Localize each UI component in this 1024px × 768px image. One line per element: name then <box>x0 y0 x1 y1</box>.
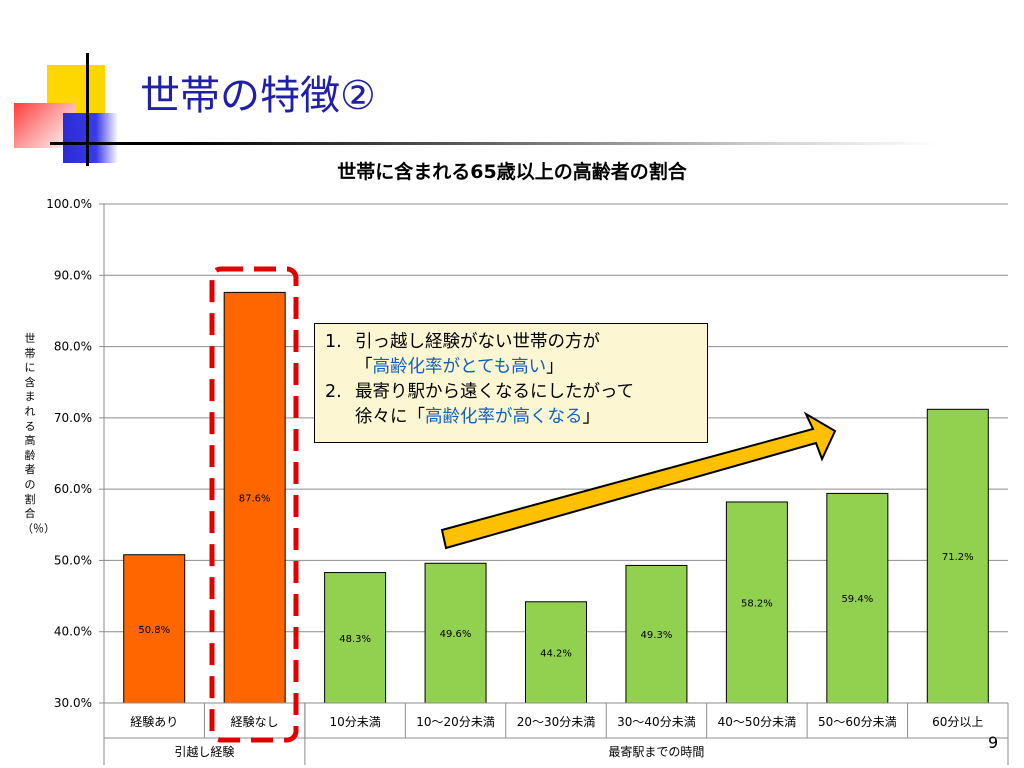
bar <box>725 501 788 704</box>
slide-title: 世帯の特徴② <box>140 73 376 119</box>
x-tick-label: 10分未満 <box>329 715 380 729</box>
y-tick-label: 70.0% <box>54 411 92 425</box>
data-label: 58.2% <box>741 598 773 609</box>
group-label: 引越し経験 <box>174 744 234 759</box>
data-label: 50.8% <box>138 625 170 636</box>
bar <box>525 601 587 704</box>
y-tick-label: 50.0% <box>54 553 92 567</box>
callout-item-2-number: 2. <box>325 382 342 402</box>
data-label: 87.6% <box>239 494 271 505</box>
x-tick-label: 40～50分未満 <box>718 715 797 729</box>
bar <box>625 564 688 704</box>
data-label: 59.4% <box>841 594 873 605</box>
callout-item-1-suffix: 」 <box>546 357 564 377</box>
callout-item-1-prefix: 「 <box>355 357 373 377</box>
y-tick-label: 90.0% <box>54 268 92 282</box>
deco-horizontal-rule <box>50 142 940 145</box>
callout-item-2-prefix: 徐々に「 <box>355 407 425 427</box>
y-tick-label: 30.0% <box>54 696 92 710</box>
page-number: 9 <box>988 733 999 752</box>
callout-item-2-highlight: 高齢化率が高くなる <box>425 407 583 427</box>
y-tick-label: 100.0% <box>46 197 92 211</box>
x-tick-label: 経験あり <box>130 714 178 729</box>
callout-item-1-highlight: 高齢化率がとても高い <box>372 357 547 377</box>
x-tick-label: 30～40分未満 <box>617 715 696 729</box>
bar <box>123 554 186 704</box>
trend-arrow <box>440 411 837 550</box>
bar <box>926 408 989 704</box>
x-tick-label: 60分以上 <box>932 715 983 729</box>
highlight-box <box>209 266 299 743</box>
deco-vertical-rule <box>86 53 89 166</box>
bar <box>826 492 889 704</box>
callout-item-1-number: 1. <box>325 332 342 352</box>
y-tick-label: 80.0% <box>54 340 92 354</box>
deco-blue-square <box>63 113 118 163</box>
callout-box: 1. 引っ越し経験がない世帯の方が 「高齢化率がとても高い」 2. 最寄り駅から… <box>314 323 708 443</box>
callout-item-2: 2. 最寄り駅から遠くなるにしたがって 徐々に「高齢化率が高くなる」 <box>325 380 697 430</box>
x-tick-label: 50～60分未満 <box>818 715 897 729</box>
group-label: 最寄駅までの時間 <box>608 744 704 759</box>
x-tick-label: 20～30分未満 <box>517 715 596 729</box>
y-tick-label: 60.0% <box>54 482 92 496</box>
x-tick-label: 経験なし <box>231 714 279 729</box>
chart-title: 世帯に含まれる65歳以上の高齢者の割合 <box>337 161 687 183</box>
data-label: 49.3% <box>641 630 673 641</box>
data-label: 48.3% <box>339 634 371 645</box>
bar <box>424 562 487 704</box>
data-label: 71.2% <box>942 552 974 563</box>
bar <box>223 291 286 704</box>
y-tick-label: 40.0% <box>54 625 92 639</box>
callout-item-2-line1: 最寄り駅から遠くなるにしたがって <box>355 382 635 402</box>
callout-item-2-suffix: 」 <box>582 407 601 427</box>
data-label: 49.6% <box>440 629 472 640</box>
data-label: 44.2% <box>540 648 572 659</box>
x-tick-label: 10～20分未満 <box>416 715 495 729</box>
callout-item-1-line1: 引っ越し経験がない世帯の方が <box>355 332 600 352</box>
callout-item-1: 1. 引っ越し経験がない世帯の方が 「高齢化率がとても高い」 <box>325 330 697 380</box>
